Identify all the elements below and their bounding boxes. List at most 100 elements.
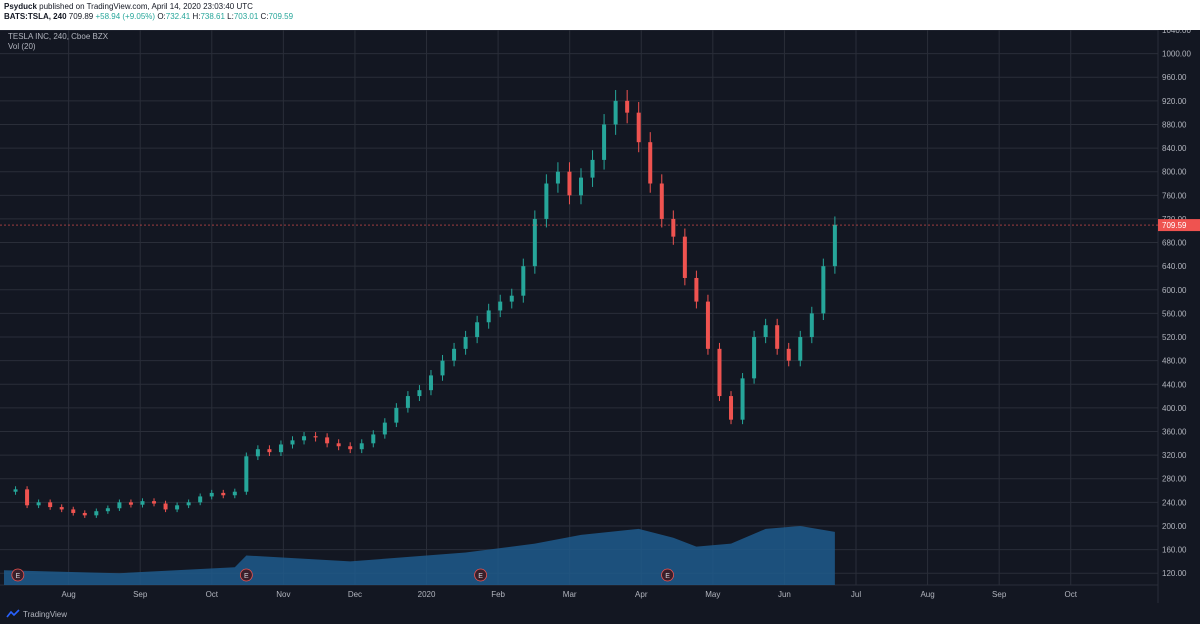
candle-body <box>555 171 560 184</box>
candle-body <box>475 322 480 338</box>
low-value: 703.01 <box>233 12 259 21</box>
candle-body <box>82 512 87 516</box>
candle-body <box>832 224 837 267</box>
candle-body <box>452 348 457 361</box>
x-tick-label: May <box>705 590 720 599</box>
x-tick-label: Jun <box>778 590 791 599</box>
candle-body <box>175 505 180 510</box>
candle-body <box>140 501 145 505</box>
candle-body <box>636 112 641 143</box>
tradingview-logo[interactable]: TradingView <box>6 609 67 619</box>
candle-body <box>729 396 734 420</box>
candle-body <box>498 301 503 311</box>
x-tick-label: Aug <box>62 590 76 599</box>
candle-body <box>394 407 399 423</box>
price-change: +58.94 (+9.05%) <box>95 12 156 21</box>
earnings-marker <box>11 568 25 582</box>
candle-body <box>740 378 745 420</box>
candle-body <box>417 390 422 397</box>
open-value: 732.41 <box>165 12 191 21</box>
candle-body <box>821 266 826 314</box>
x-tick-label: Aug <box>920 590 934 599</box>
y-tick-label: 600.00 <box>1162 286 1187 295</box>
candle-body <box>302 436 307 441</box>
y-tick-label: 760.00 <box>1162 191 1187 200</box>
candle-body <box>255 449 260 457</box>
candle-body <box>221 492 226 496</box>
candle-body <box>405 396 410 408</box>
y-tick-label: 280.00 <box>1162 475 1187 484</box>
candle-body <box>336 443 341 447</box>
publish-info: Psyduck published on TradingView.com, Ap… <box>4 2 253 12</box>
chart-header: Psyduck published on TradingView.com, Ap… <box>0 0 1200 30</box>
y-tick-label: 800.00 <box>1162 168 1187 177</box>
candle-body <box>671 218 676 237</box>
candle-body <box>532 218 537 267</box>
y-tick-label: 680.00 <box>1162 239 1187 248</box>
y-tick-label: 920.00 <box>1162 97 1187 106</box>
last-price-badge <box>1158 219 1200 232</box>
y-tick-label: 560.00 <box>1162 309 1187 318</box>
x-tick-label: Oct <box>206 590 219 599</box>
price-chart[interactable]: 120.00 160.00 200.00 240.00 280.00 320.00 360.… <box>0 30 1200 605</box>
candle-body <box>579 177 583 196</box>
last-price: 709.89 <box>68 12 94 21</box>
candle-body <box>359 443 364 450</box>
earnings-marker-label: E <box>478 573 483 580</box>
candle-body <box>798 337 803 361</box>
y-tick-label: 400.00 <box>1162 404 1187 413</box>
y-tick-label: 960.00 <box>1162 73 1187 82</box>
symbol-label: BATS:TSLA, 240 <box>4 12 67 21</box>
x-tick-label: Mar <box>563 590 577 599</box>
candle-body <box>313 436 318 438</box>
chart-legend: TESLA INC, 240, Cboe BZX Vol (20) <box>8 32 108 52</box>
candle-body <box>463 337 468 349</box>
candle-body <box>752 337 757 379</box>
published-text: published on TradingView.com, April 14, … <box>39 2 253 11</box>
candle-body <box>105 508 110 512</box>
candle-body <box>544 183 549 219</box>
candle-body <box>809 313 814 338</box>
volume-legend: Vol (20) <box>8 42 36 51</box>
high-label: H: <box>192 12 201 21</box>
candle-body <box>382 422 387 435</box>
tradingview-brand: TradingView <box>23 609 68 619</box>
candle-body <box>36 502 41 506</box>
candle-body <box>775 325 780 349</box>
candle-body <box>659 183 664 219</box>
candle-body <box>763 325 768 338</box>
close-label: C: <box>260 12 269 21</box>
volume-area <box>4 525 835 585</box>
earnings-marker-label: E <box>244 573 249 580</box>
candle-body <box>117 502 122 509</box>
candle-body <box>198 496 203 503</box>
earnings-marker <box>661 568 674 582</box>
y-tick-label: 840.00 <box>1162 144 1187 153</box>
instrument-legend: TESLA INC, 240, Cboe BZX <box>8 32 109 41</box>
y-tick-label: 320.00 <box>1162 451 1187 460</box>
y-tick-label: 880.00 <box>1162 120 1187 129</box>
candle-body <box>348 446 353 450</box>
candle-body <box>521 266 526 296</box>
x-tick-label: Oct <box>1065 590 1078 599</box>
last-price-label: 709.59 <box>1162 221 1187 230</box>
candle-body <box>128 502 133 505</box>
symbol-info: BATS:TSLA, 240 709.89 +58.94 (+9.05%) O:… <box>4 12 293 22</box>
candle-body <box>325 437 330 444</box>
x-tick-label: 2020 <box>418 590 436 599</box>
candle-body <box>13 489 18 492</box>
y-tick-label: 160.00 <box>1162 546 1187 555</box>
y-tick-label: 520.00 <box>1162 333 1187 342</box>
y-tick-label: 200.00 <box>1162 522 1187 531</box>
candle-body <box>71 509 76 513</box>
candle-body <box>371 434 376 444</box>
candle-body <box>244 456 249 492</box>
candle-body <box>509 295 514 302</box>
candle-body <box>786 348 791 361</box>
candle-body <box>267 449 272 453</box>
candle-body <box>290 440 295 445</box>
open-label: O: <box>157 12 166 21</box>
high-value: 738.61 <box>200 12 225 21</box>
candle-body <box>48 502 53 508</box>
publisher-name[interactable]: Psyduck <box>4 2 37 11</box>
